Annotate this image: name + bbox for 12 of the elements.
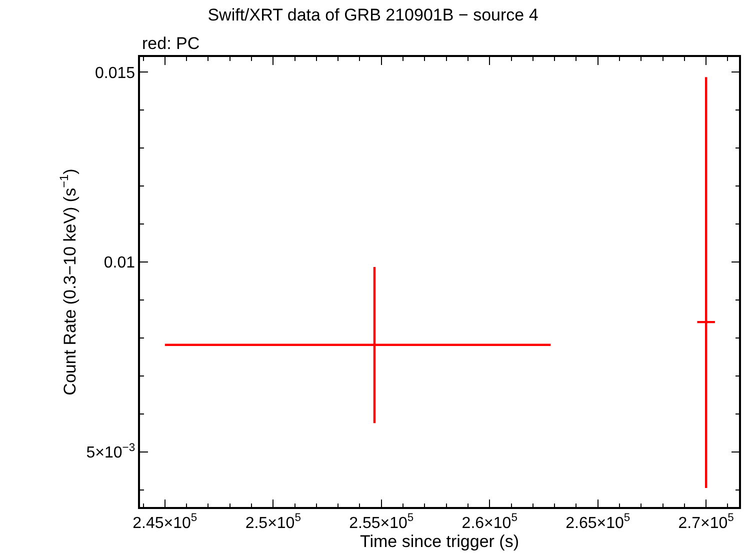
x-tick-label: 2.55×10$^{5}$ bbox=[349, 512, 414, 532]
y-tick-label: 0.015 bbox=[95, 64, 136, 82]
x-tick-label: 2.6×10$^{5}$ bbox=[462, 512, 518, 532]
text: red: PC bbox=[142, 34, 200, 53]
y-tick-label: 5×10$^{−3}$ bbox=[86, 442, 136, 462]
x-tick-label: 2.65×10$^{5}$ bbox=[566, 512, 630, 532]
x-axis-title: Time since trigger (s) bbox=[360, 532, 520, 551]
x-tick-label: 2.7×10$^{5}$ bbox=[678, 512, 734, 532]
chart-title: Swift/XRT data of GRB 210901B − source 4 bbox=[208, 5, 538, 24]
x-tick-label: 2.5×10$^{5}$ bbox=[245, 512, 301, 532]
y-tick-label: 0.01 bbox=[104, 254, 136, 272]
x-tick-label: 2.45×10$^{5}$ bbox=[132, 512, 198, 532]
